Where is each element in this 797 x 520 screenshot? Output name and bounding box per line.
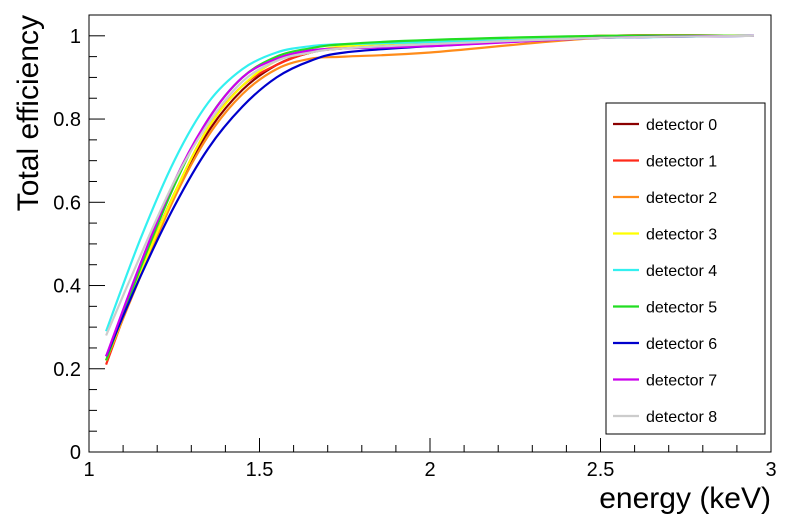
x-tick-label: 1.5 [246,459,274,481]
x-tick-label: 1 [83,459,94,481]
x-tick-label: 3 [765,459,776,481]
legend-label: detector 1 [646,154,717,171]
y-axis-title: Total efficiency [12,15,45,211]
legend-label: detector 8 [646,409,717,426]
y-tick-label: 0 [70,442,81,464]
legend-label: detector 0 [646,117,717,134]
series-line-detector-8 [105,34,755,336]
legend-label: detector 4 [646,263,717,280]
legend: detector 0 detector 1 detector 2 detector 3… [605,102,766,435]
legend-label: detector 6 [646,336,717,353]
legend-label: detector 5 [646,300,717,317]
legend-label: detector 2 [646,190,717,207]
x-tick-label: 2.5 [587,459,615,481]
legend-label: detector 7 [646,373,717,390]
y-tick-label: 0.2 [53,359,81,381]
x-axis: 1 1.5 2 2.5 3 [83,438,777,481]
series-curves [105,34,755,365]
x-tick-label: 2 [424,459,435,481]
y-axis: 0 0.2 0.4 0.6 0.8 1 [53,14,105,464]
series-line-detector-5 [105,34,755,361]
y-tick-label: 0.4 [53,276,81,298]
y-tick-label: 1 [70,26,81,48]
x-axis-title: energy (keV) [599,482,771,515]
y-tick-label: 0.8 [53,109,81,131]
legend-label: detector 3 [646,227,717,244]
series-line-detector-2 [105,34,755,361]
y-tick-label: 0.6 [53,192,81,214]
